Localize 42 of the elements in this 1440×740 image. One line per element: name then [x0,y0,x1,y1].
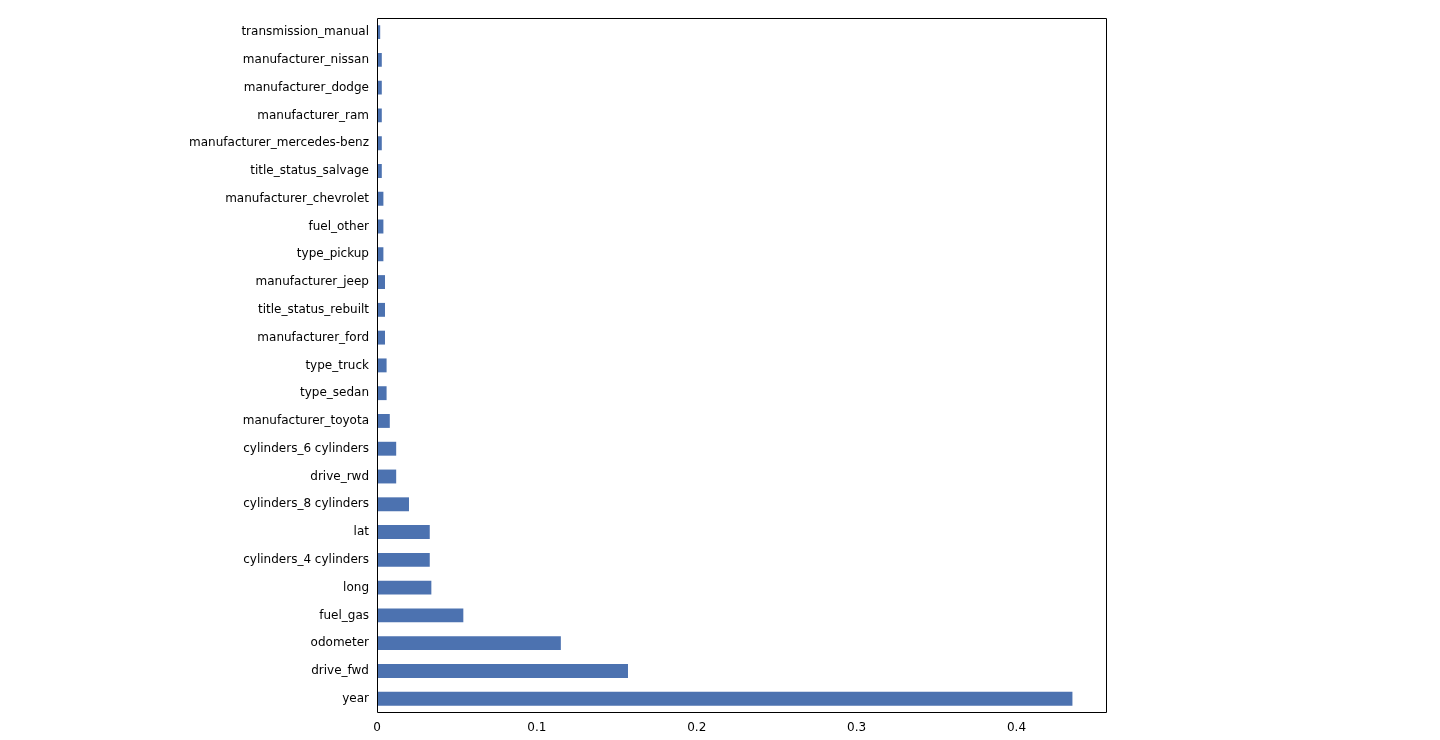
bar [377,691,1073,706]
y-tick-label: year [342,690,370,705]
y-tick-label: title_status_rebuilt [258,301,370,316]
y-tick-label: manufacturer_dodge [243,79,369,94]
y-tick-label: fuel_other [308,218,370,233]
bar [377,580,432,595]
bar [377,636,561,651]
y-tick-label: manufacturer_ram [257,107,369,122]
bar [377,441,397,456]
y-tick-label: type_pickup [296,246,369,261]
y-tick-label: manufacturer_mercedes-benz [189,135,369,150]
y-tick-label: drive_rwd [310,468,369,483]
y-tick-label: cylinders_4 cylinders [243,551,369,566]
y-tick-label: manufacturer_chevrolet [225,190,370,205]
y-tick-label: cylinders_6 cylinders [243,440,369,455]
bar [377,386,387,401]
bar [377,525,430,539]
y-tick-label: manufacturer_nissan [242,51,369,66]
y-tick-label: manufacturer_jeep [255,274,369,289]
y-tick-label: drive_fwd [311,663,369,678]
bar [377,552,430,567]
y-tick-label: type_sedan [299,385,369,400]
y-tick-label: fuel_gas [319,607,369,622]
y-tick-label: manufacturer_toyota [242,413,369,428]
bar [377,608,464,623]
bar [377,414,390,428]
x-tick-label: 0 [373,719,381,734]
y-tick-label: lat [353,524,370,539]
x-tick-label: 0.3 [847,719,867,734]
y-tick-label: odometer [310,635,370,650]
y-tick-label: long [343,579,369,594]
x-tick-label: 0.2 [687,719,707,734]
x-tick-label: 0.4 [1006,719,1027,734]
y-tick-label: cylinders_8 cylinders [243,496,369,511]
x-tick-label: 0.1 [527,719,547,734]
y-tick-label: transmission_manual [241,24,369,39]
y-tick-label: title_status_salvage [250,163,369,178]
y-tick-label: manufacturer_ford [257,329,369,344]
y-tick-label: type_truck [305,357,370,372]
bar [377,663,628,678]
bar [377,358,387,373]
bar [377,497,409,512]
